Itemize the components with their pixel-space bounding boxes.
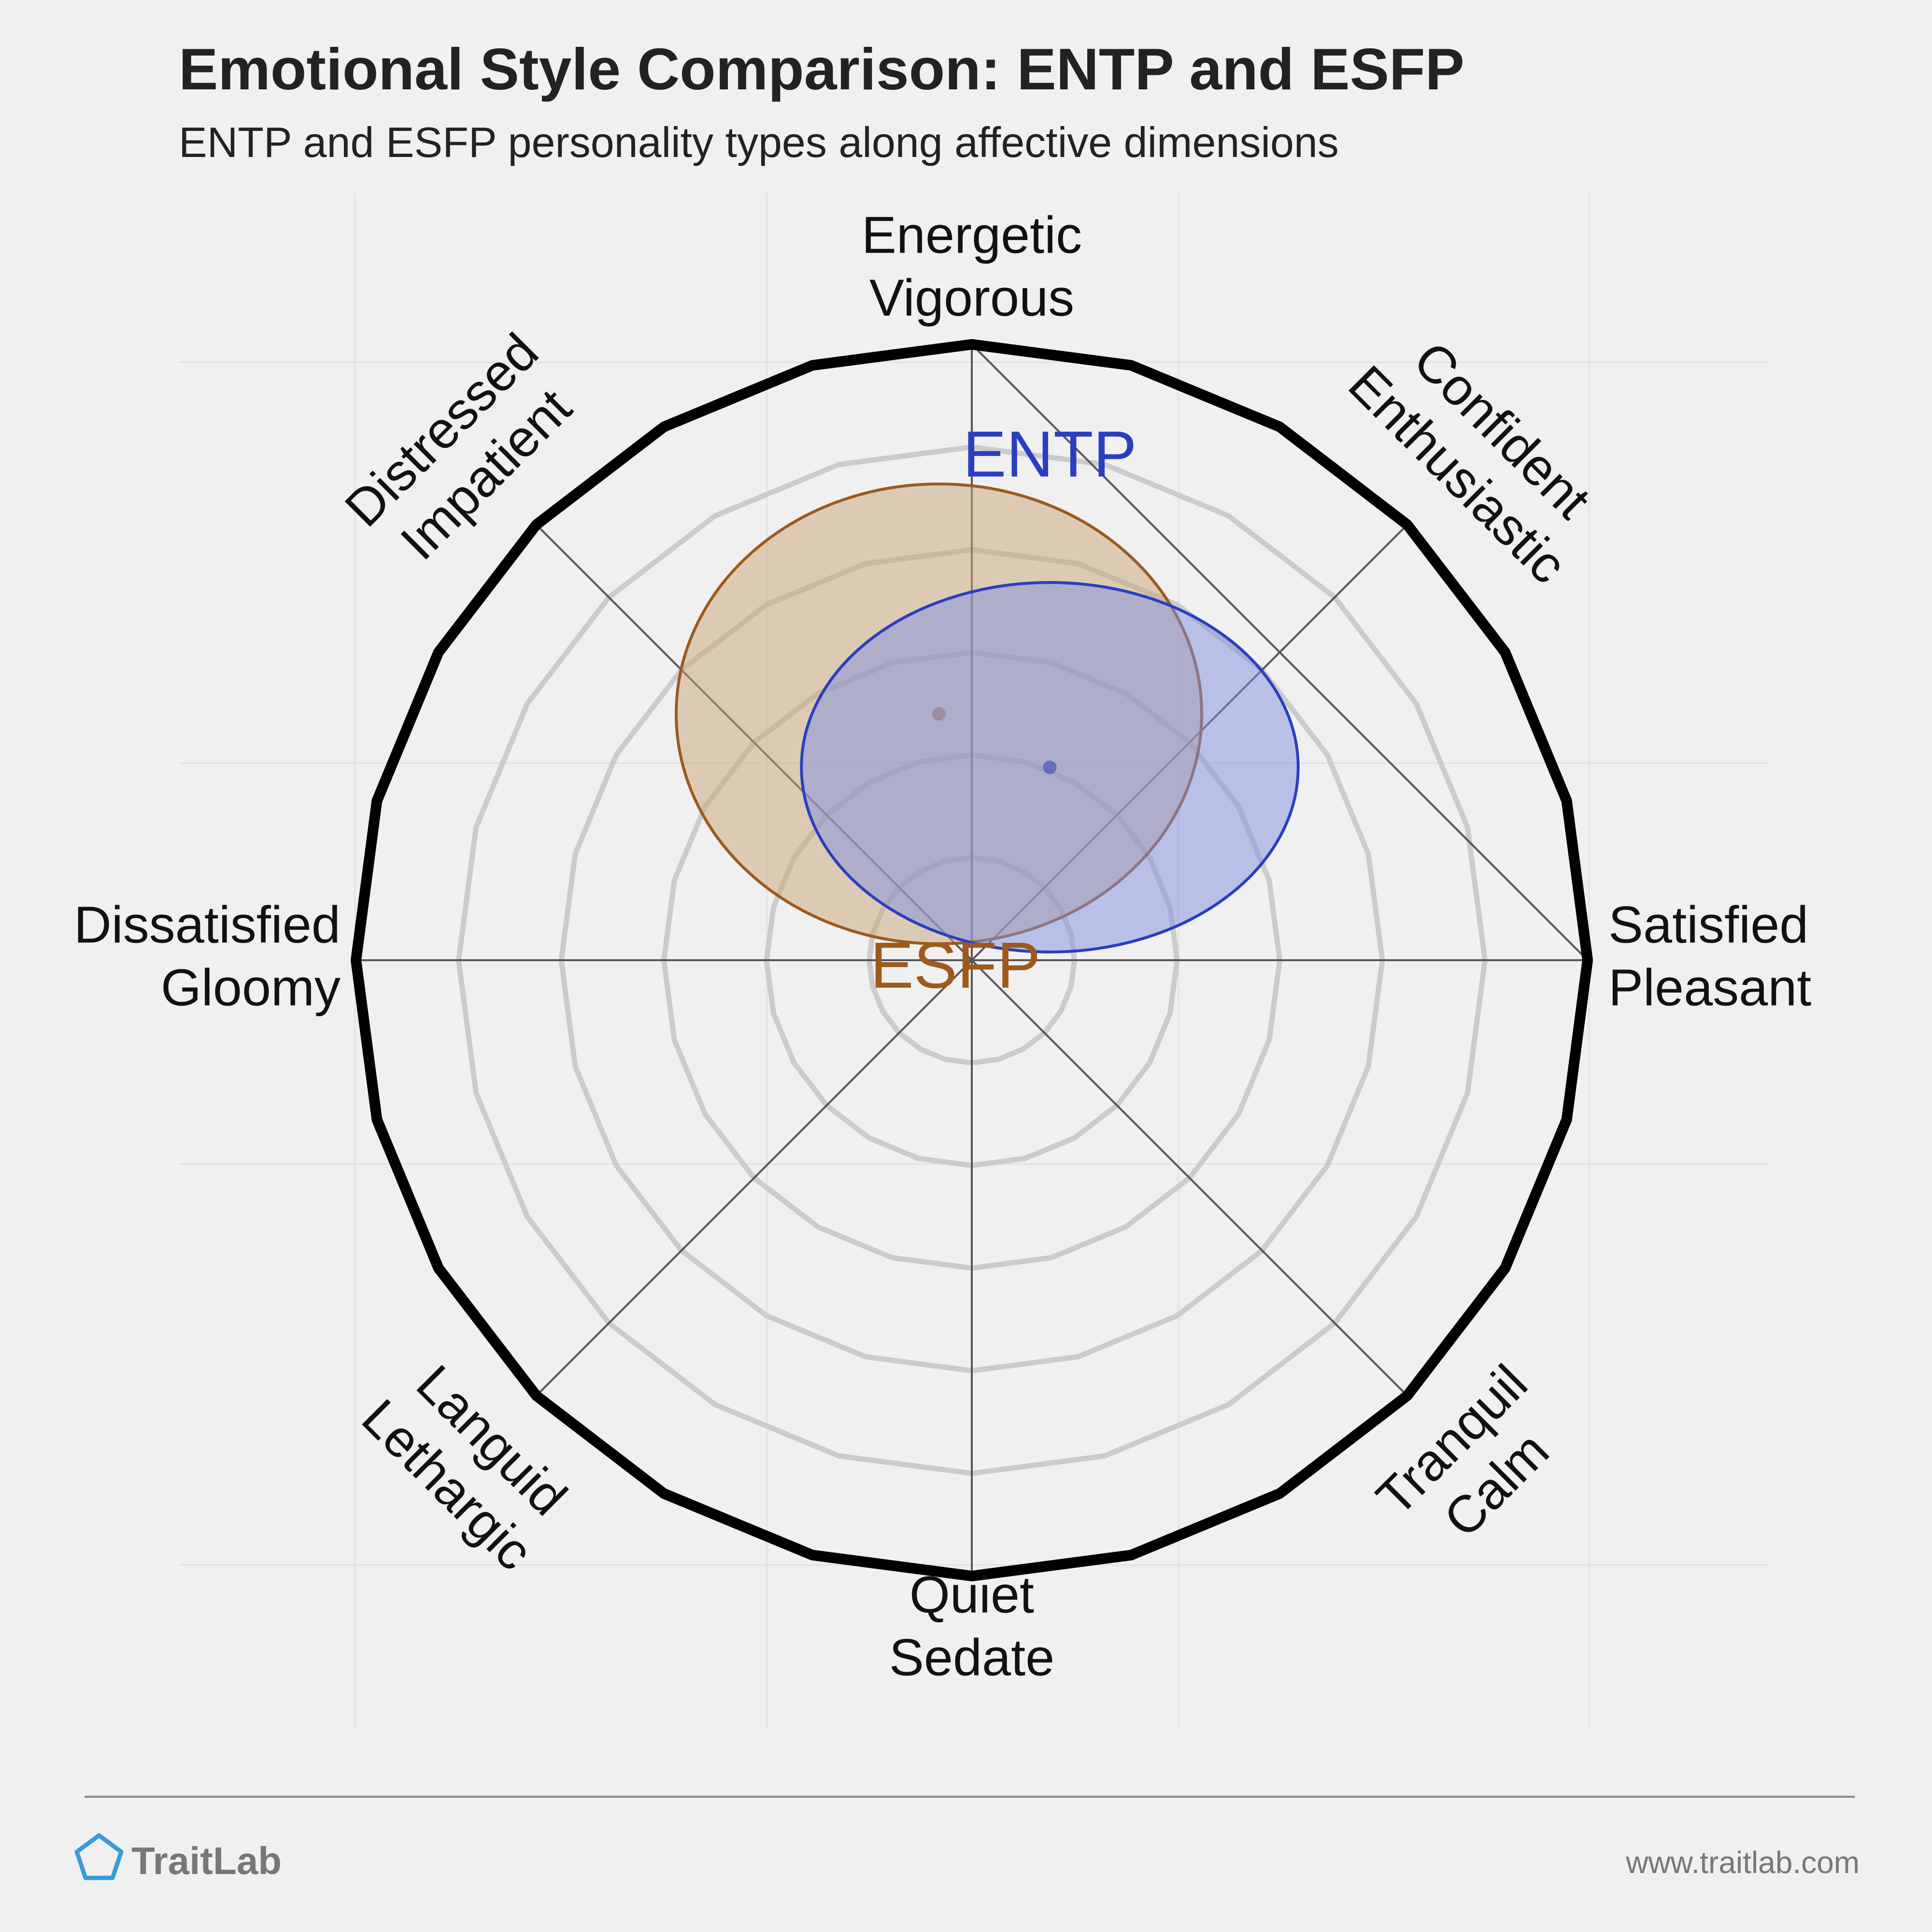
outer-ring [351,339,1593,1581]
esfp-label: ESFP [870,929,1041,1002]
series-layer [675,483,1300,953]
axis-label-line: Energetic [862,206,1082,264]
chart-title: Emotional Style Comparison: ENTP and ESF… [179,36,1464,102]
series-labels: ESFP ENTP [870,418,1137,1002]
axis-label-line: Pleasant [1608,958,1811,1017]
axis-label-line: Gloomy [161,958,341,1017]
chart-subtitle: ENTP and ESFP personality types along af… [179,118,1339,166]
entp-center-point [1043,760,1057,774]
footer-url[interactable]: www.traitlab.com [1625,1845,1860,1880]
brand-name: TraitLab [131,1839,282,1882]
outer-ring-group [351,339,1593,1581]
axis-label-line: Dissatisfied [74,895,341,954]
axis-label-line: Vigorous [869,269,1074,327]
axis-label-line: Satisfied [1608,895,1808,954]
axis-label-line: Quiet [909,1565,1034,1624]
traitlab-logo[interactable]: TraitLab [74,1833,282,1882]
axis-label-line: Sedate [889,1628,1054,1687]
pentagon-icon [74,1833,124,1880]
entp-label: ENTP [963,418,1136,491]
